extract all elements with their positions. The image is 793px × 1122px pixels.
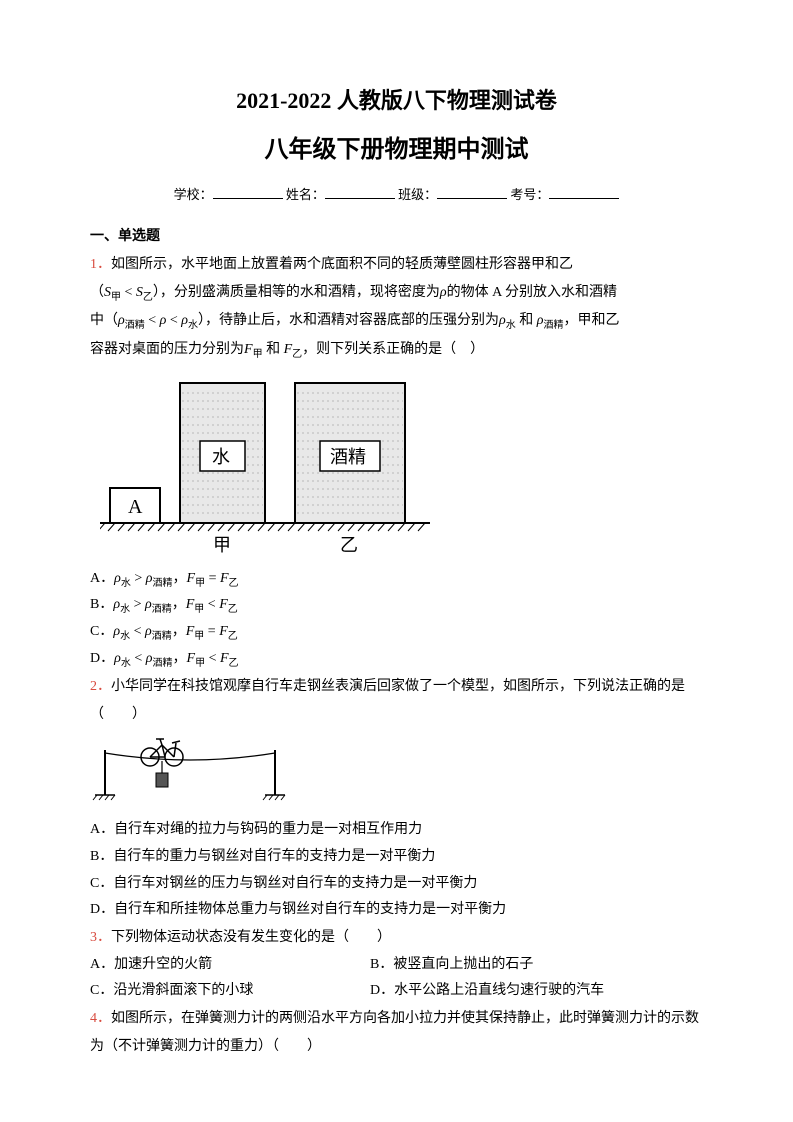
- q2: 2．小华同学在科技馆观摩自行车走钢丝表演后回家做了一个模型，如图所示，下列说法正…: [90, 673, 703, 729]
- examno-label: 考号：: [510, 187, 549, 202]
- q3-option-b: B．被竖直向上抛出的石子: [370, 952, 533, 979]
- q1-option-c: C．ρ水 < ρ酒精，F甲 = F乙: [90, 619, 703, 646]
- class-label: 班级：: [398, 187, 437, 202]
- school-blank[interactable]: [213, 185, 283, 199]
- container1-caption: 甲: [213, 535, 231, 553]
- q2-option-a: A．自行车对绳的拉力与钩码的重力是一对相互作用力: [90, 817, 703, 844]
- q2-option-c: C．自行车对钢丝的压力与钢丝对自行车的支持力是一对平衡力: [90, 871, 703, 898]
- name-blank[interactable]: [325, 185, 395, 199]
- block-a-label: A: [128, 496, 143, 518]
- class-blank[interactable]: [437, 185, 507, 199]
- q3: 3．下列物体运动状态没有发生变化的是（ ）: [90, 924, 703, 952]
- q4-number: 4．: [90, 1011, 111, 1026]
- q1-option-d: D．ρ水 < ρ酒精，F甲 < F乙: [90, 646, 703, 673]
- student-info-line: 学校： 姓名： 班级： 考号：: [90, 183, 703, 208]
- alcohol-label: 酒精: [330, 447, 366, 467]
- q1-line1: 如图所示，水平地面上放置着两个底面积不同的轻质薄壁圆柱形容器甲和乙: [111, 257, 573, 272]
- school-label: 学校：: [174, 187, 213, 202]
- main-title-1: 2021-2022 人教版八下物理测试卷: [90, 80, 703, 122]
- q3-options-row2: C．沿光滑斜面滚下的小球 D．水平公路上沿直线匀速行驶的汽车: [90, 978, 703, 1005]
- q3-option-a: A．加速升空的火箭: [90, 952, 370, 979]
- q3-option-d: D．水平公路上沿直线匀速行驶的汽车: [370, 978, 604, 1005]
- container2-caption: 乙: [340, 535, 358, 553]
- q1: 1．如图所示，水平地面上放置着两个底面积不同的轻质薄壁圆柱形容器甲和乙 （S甲 …: [90, 251, 703, 365]
- main-title-2: 八年级下册物理期中测试: [90, 128, 703, 174]
- q2-text: 小华同学在科技馆观摩自行车走钢丝表演后回家做了一个模型，如图所示，下列说法正确的…: [90, 679, 685, 722]
- q3-text: 下列物体运动状态没有发生变化的是（ ）: [111, 930, 391, 945]
- water-label: 水: [212, 447, 230, 467]
- q1-option-b: B．ρ水 > ρ酒精，F甲 < F乙: [90, 592, 703, 619]
- q3-options-row1: A．加速升空的火箭 B．被竖直向上抛出的石子: [90, 952, 703, 979]
- examno-blank[interactable]: [549, 185, 619, 199]
- q2-number: 2．: [90, 679, 111, 694]
- q2-option-b: B．自行车的重力与钢丝对自行车的支持力是一对平衡力: [90, 844, 703, 871]
- q1-number: 1．: [90, 257, 111, 272]
- q2-option-d: D．自行车和所挂物体总重力与钢丝对自行车的支持力是一对平衡力: [90, 897, 703, 924]
- q2-diagram: [90, 735, 703, 816]
- q3-option-c: C．沿光滑斜面滚下的小球: [90, 978, 370, 1005]
- q4-text: 如图所示，在弹簧测力计的两侧沿水平方向各加小拉力并使其保持静止，此时弹簧测力计的…: [90, 1011, 699, 1054]
- section-1-header: 一、单选题: [90, 224, 703, 251]
- q1-option-a: A．ρ水 > ρ酒精，F甲 = F乙: [90, 566, 703, 593]
- name-label: 姓名：: [286, 187, 325, 202]
- q1-diagram: A 水 甲 酒精 乙: [100, 373, 703, 564]
- q3-number: 3．: [90, 930, 111, 945]
- q4: 4．如图所示，在弹簧测力计的两侧沿水平方向各加小拉力并使其保持静止，此时弹簧测力…: [90, 1005, 703, 1061]
